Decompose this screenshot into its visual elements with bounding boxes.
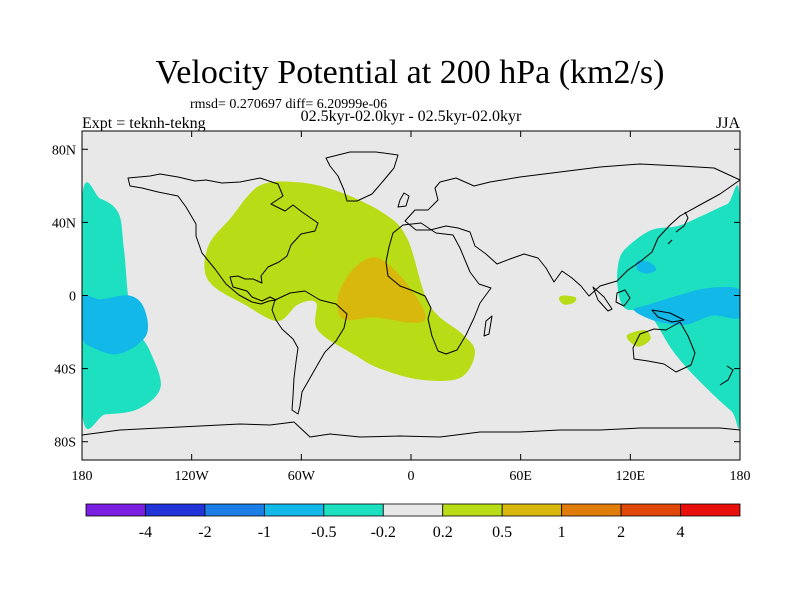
contour-region-east-pacific-core <box>633 286 740 325</box>
colorbar-label: -1 <box>258 524 271 541</box>
colorbar-swatch <box>680 503 741 517</box>
colorbar-swatch <box>145 503 206 517</box>
coastline-madagascar <box>483 315 493 337</box>
chart-subtitle: 02.5kyr-02.0kyr - 02.5kyr-02.0kyr <box>301 108 522 125</box>
colorbar-swatch <box>442 503 503 517</box>
map-axes: 180 120W 60W 0 60E 120E 180 80N 40N 0 40S 80S <box>52 131 751 484</box>
colorbar-label: 4 <box>677 524 685 541</box>
colorbar-label: 0.5 <box>492 524 512 541</box>
contour-region-indian-ocean-spot <box>558 295 577 305</box>
contour-region-west-pacific-core <box>82 295 148 355</box>
colorbar-swatch <box>204 503 265 517</box>
colorbar-swatch <box>382 503 444 517</box>
contour-region-atlantic-core <box>337 257 426 323</box>
coastline-north-america <box>127 173 319 305</box>
y-tick-label: 0 <box>69 290 76 305</box>
colorbar-label: -4 <box>139 524 152 541</box>
coastline-australia <box>632 321 696 373</box>
coastline-new-guinea <box>651 309 685 323</box>
chart-title: Velocity Potential at 200 hPa (km2/s) <box>156 54 665 91</box>
coastline-borneo <box>615 289 631 307</box>
y-tick-label: 40N <box>52 216 76 231</box>
colorbar-label: -0.5 <box>311 524 336 541</box>
colorbar-swatch <box>501 503 563 517</box>
map-plot-area: 180 120W 60W 0 60E 120E 180 80N 40N 0 40S 80S <box>52 130 751 484</box>
coastline-eurasia <box>404 163 741 297</box>
colorbar-swatch <box>263 503 325 517</box>
colorbar-label: 0.2 <box>433 524 453 541</box>
y-tick-label: 40S <box>54 363 76 378</box>
coastline-antarctica <box>81 421 741 438</box>
season-label: JJA <box>716 115 740 132</box>
coastline-south-america <box>271 290 348 415</box>
coastline-new-zealand <box>719 365 734 386</box>
colorbar-label: -0.2 <box>371 524 396 541</box>
coastline-africa <box>385 222 492 355</box>
x-tick-label: 60E <box>509 469 532 484</box>
experiment-label: Expt = teknh-tekng <box>82 115 206 132</box>
coastline-sumatra <box>592 286 613 312</box>
colorbar-swatch <box>323 503 384 517</box>
x-tick-label: 180 <box>72 469 93 484</box>
contour-region-australia-spot <box>626 330 651 347</box>
x-tick-label: 0 <box>408 469 415 484</box>
colorbar-label: 1 <box>558 524 566 541</box>
chart-stats: rmsd= 0.270697 diff= 6.20999e-06 <box>190 97 387 112</box>
y-tick-label: 80S <box>54 436 76 451</box>
x-tick-label: 120W <box>175 469 210 484</box>
colorbar-swatch <box>561 503 622 517</box>
x-tick-label: 60W <box>288 469 316 484</box>
colorbar: -4 -2 -1 -0.5 -0.2 0.2 0.5 1 2 4 <box>85 503 741 541</box>
contour-fill-layer <box>82 181 740 430</box>
colorbar-label: 2 <box>617 524 625 541</box>
contour-region-atlantic-positive <box>204 181 476 381</box>
y-tick-label: 80N <box>52 143 76 158</box>
coastline-greenland <box>325 151 399 202</box>
coastlines <box>81 151 741 438</box>
colorbar-swatch <box>620 503 681 517</box>
coastline-uk <box>397 192 410 208</box>
colorbar-swatch <box>85 503 146 517</box>
colorbar-label: -2 <box>198 524 211 541</box>
x-tick-label: 120E <box>616 469 646 484</box>
contour-region-west-pacific-spot <box>636 260 656 274</box>
x-tick-label: 180 <box>730 469 751 484</box>
coastline-japan <box>667 211 689 245</box>
